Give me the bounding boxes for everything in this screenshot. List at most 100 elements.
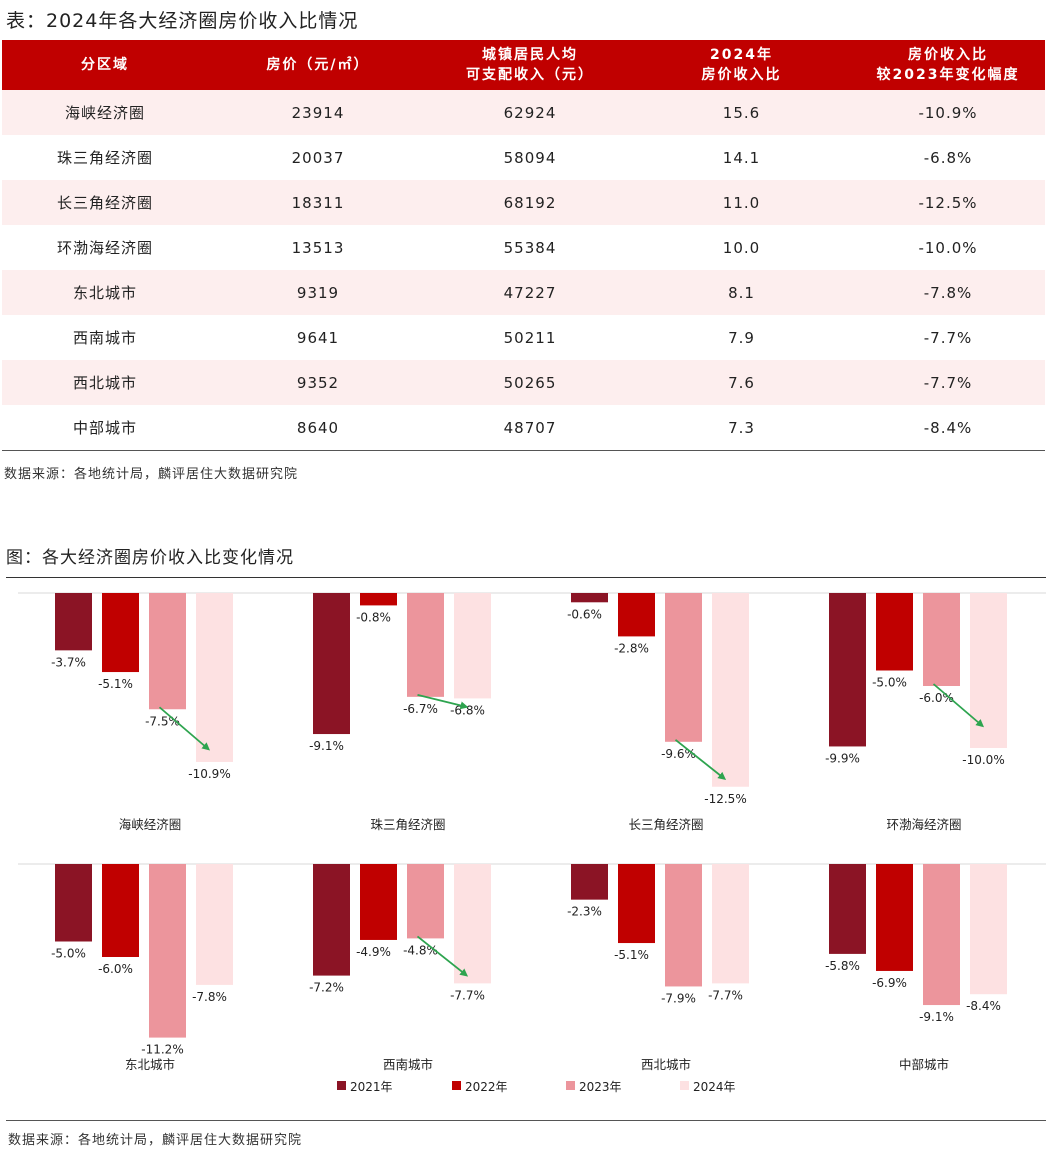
bar-4-2	[876, 593, 913, 671]
table-cell: -12.5%	[851, 180, 1045, 225]
data-label: -0.8%	[356, 610, 391, 624]
data-label: -4.8%	[403, 943, 438, 957]
legend-swatch	[452, 1081, 461, 1090]
category-label: 中部城市	[899, 1057, 949, 1072]
bar-5-3	[149, 864, 186, 1038]
data-label: -7.7%	[708, 988, 743, 1002]
data-label: -6.7%	[403, 702, 438, 716]
data-label: -9.9%	[825, 751, 860, 765]
data-label: -6.8%	[450, 703, 485, 717]
bar-7-4	[712, 864, 749, 984]
bar-7-2	[618, 864, 655, 944]
bar-6-3	[407, 864, 444, 939]
bar-3-1	[571, 593, 608, 603]
legend-swatch	[680, 1081, 689, 1090]
table-cell: 西南城市	[2, 315, 208, 360]
category-label: 珠三角经济圈	[370, 817, 445, 832]
table-cell: 西北城市	[2, 360, 208, 405]
table-body: 海峡经济圈 23914 62924 15.6 -10.9% 珠三角经济圈 20037 5809…	[2, 90, 1045, 451]
bar-8-3	[923, 864, 960, 1006]
bar-8-4	[970, 864, 1007, 995]
legend-label: 2024年	[693, 1080, 736, 1094]
bar-8-1	[829, 864, 866, 954]
bar-7-3	[665, 864, 702, 987]
data-label: -0.6%	[567, 607, 602, 621]
bar-5-4	[196, 864, 233, 985]
legend-label: 2023年	[579, 1080, 622, 1094]
table-cell: 68192	[428, 180, 632, 225]
table-cell: 东北城市	[2, 270, 208, 315]
table-cell: 8640	[208, 405, 428, 451]
table-cell: 50265	[428, 360, 632, 405]
bar-4-3	[923, 593, 960, 686]
data-label: -10.0%	[962, 753, 1004, 767]
table-row: 海峡经济圈 23914 62924 15.6 -10.9%	[2, 90, 1045, 135]
bar-4-4	[970, 593, 1007, 748]
data-label: -2.8%	[614, 641, 649, 655]
table-cell: 11.0	[632, 180, 851, 225]
bar-3-3	[665, 593, 702, 742]
data-label: -7.9%	[661, 991, 696, 1005]
bar-2-2	[360, 593, 397, 606]
table-cell: 18311	[208, 180, 428, 225]
bar-7-1	[571, 864, 608, 900]
table-row: 西北城市 9352 50265 7.6 -7.7%	[2, 360, 1045, 405]
table-cell: 9641	[208, 315, 428, 360]
bar-6-1	[313, 864, 350, 976]
table-header-cell: 房价收入比 较2023年变化幅度	[851, 40, 1045, 90]
table-cell: -7.7%	[851, 360, 1045, 405]
table-cell: 9352	[208, 360, 428, 405]
trend-arrow	[417, 693, 469, 710]
table-cell: 47227	[428, 270, 632, 315]
trend-arrow	[674, 739, 727, 780]
table-header-cell: 房价（元/㎡）	[208, 40, 428, 90]
chart-title: 图：各大经济圈房价收入比变化情况	[6, 548, 294, 568]
data-label: -7.2%	[309, 981, 344, 995]
table-cell: -7.7%	[851, 315, 1045, 360]
data-label: -7.7%	[450, 988, 485, 1002]
data-label: -8.4%	[966, 999, 1001, 1013]
table-cell: 8.1	[632, 270, 851, 315]
legend-label: 2022年	[465, 1080, 508, 1094]
table-title: 表：2024年各大经济圈房价收入比情况	[6, 10, 359, 32]
table-cell: 7.3	[632, 405, 851, 451]
category-label: 环渤海经济圈	[886, 817, 961, 832]
table-source-note: 数据来源：各地统计局，麟评居住大数据研究院	[4, 467, 299, 482]
data-label: -10.9%	[188, 767, 230, 781]
chart-top-rule	[6, 577, 1046, 578]
table-cell: 中部城市	[2, 405, 208, 451]
bar-3-4	[712, 593, 749, 787]
table-cell: 7.9	[632, 315, 851, 360]
data-label: -7.8%	[192, 990, 227, 1004]
table-header-cell: 2024年 房价收入比	[632, 40, 851, 90]
legend-label: 2021年	[350, 1080, 393, 1094]
legend-swatch	[566, 1081, 575, 1090]
trend-arrow	[158, 706, 211, 751]
table-cell: 15.6	[632, 90, 851, 135]
data-label: -12.5%	[704, 792, 746, 806]
table-cell: -6.8%	[851, 135, 1045, 180]
category-label: 西北城市	[641, 1057, 691, 1072]
table-row: 东北城市 9319 47227 8.1 -7.8%	[2, 270, 1045, 315]
bar-5-2	[102, 864, 139, 957]
bar-6-4	[454, 864, 491, 984]
table-cell: 海峡经济圈	[2, 90, 208, 135]
category-label: 海峡经济圈	[119, 817, 182, 832]
data-label: -6.9%	[872, 976, 907, 990]
bar-2-4	[454, 593, 491, 699]
data-label: -2.3%	[567, 905, 602, 919]
table-cell: 58094	[428, 135, 632, 180]
table-cell: -10.9%	[851, 90, 1045, 135]
data-label: -9.1%	[309, 739, 344, 753]
table-cell: 55384	[428, 225, 632, 270]
bar-2-3	[407, 593, 444, 697]
table-cell: -10.0%	[851, 225, 1045, 270]
bar-1-4	[196, 593, 233, 762]
table-cell: 珠三角经济圈	[2, 135, 208, 180]
table-header-cell: 分区域	[2, 40, 208, 90]
data-label: -6.0%	[98, 962, 133, 976]
data-label: -9.1%	[919, 1010, 954, 1024]
bar-1-1	[55, 593, 92, 651]
table-row: 中部城市 8640 48707 7.3 -8.4%	[2, 405, 1045, 451]
price-income-table: 分区域 房价（元/㎡） 城镇居民人均 可支配收入（元） 2024年 房价收入比 房价收入比较…	[2, 40, 1045, 451]
